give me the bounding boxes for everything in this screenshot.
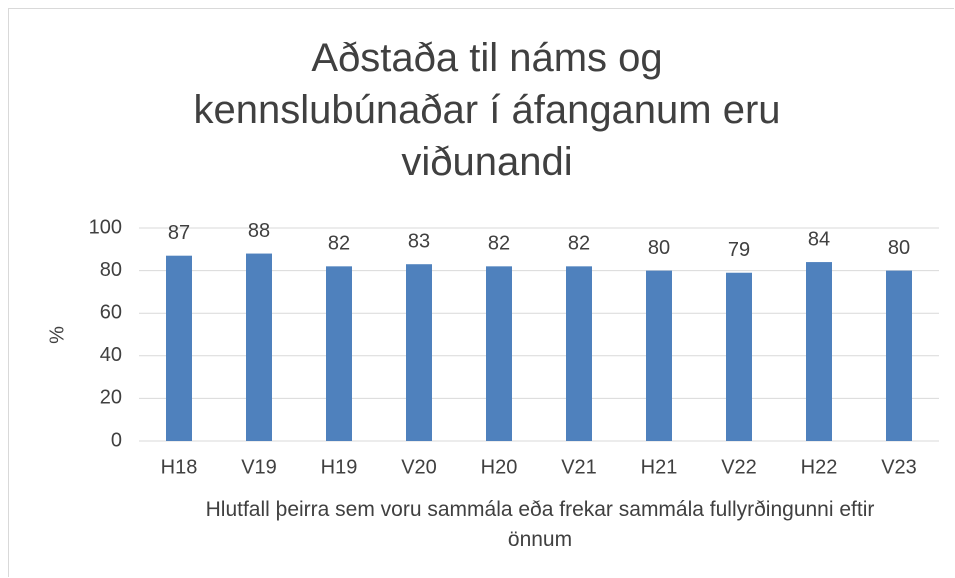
x-tick-label: H19: [321, 456, 358, 478]
y-axis-title: %: [46, 326, 68, 344]
chart-title: Aðstaða til náms og kennslubúnaðar í áfa…: [193, 36, 781, 184]
bar: [326, 266, 352, 441]
bar: [726, 272, 752, 441]
data-label: 80: [648, 237, 670, 259]
data-label: 79: [728, 239, 750, 261]
data-label: 82: [328, 233, 350, 255]
x-axis-title: Hlutfall þeirra sem voru sammála eða fre…: [205, 498, 875, 551]
x-tick-label: V23: [881, 456, 917, 478]
bar: [486, 266, 512, 441]
x-tick-label: V20: [401, 456, 437, 478]
x-tick-label: V19: [241, 456, 277, 478]
x-tick-label: H18: [161, 456, 198, 478]
data-label: 80: [888, 237, 910, 259]
data-label: 82: [488, 233, 510, 255]
y-tick-label: 20: [100, 387, 122, 409]
y-tick-label: 100: [89, 216, 122, 238]
bar: [886, 270, 912, 441]
x-tick-label: H21: [641, 456, 678, 478]
y-tick-label: 60: [100, 301, 122, 323]
bar: [806, 262, 832, 441]
data-label: 88: [248, 220, 270, 242]
chart-frame: [8, 8, 954, 577]
data-label: 87: [168, 222, 190, 244]
x-tick-label: H20: [481, 456, 518, 478]
bar: [246, 253, 272, 441]
x-tick-label: V22: [721, 456, 757, 478]
y-tick-label: 0: [111, 429, 122, 451]
x-tick-label: V21: [561, 456, 597, 478]
bar: [566, 266, 592, 441]
data-label: 83: [408, 230, 430, 252]
x-tick-label: H22: [801, 456, 838, 478]
data-label: 84: [808, 228, 830, 250]
data-label: 82: [568, 233, 590, 255]
y-tick-label: 80: [100, 259, 122, 281]
bar: [406, 264, 432, 441]
bar: [646, 270, 672, 441]
y-tick-label: 40: [100, 344, 122, 366]
bar: [166, 255, 192, 441]
